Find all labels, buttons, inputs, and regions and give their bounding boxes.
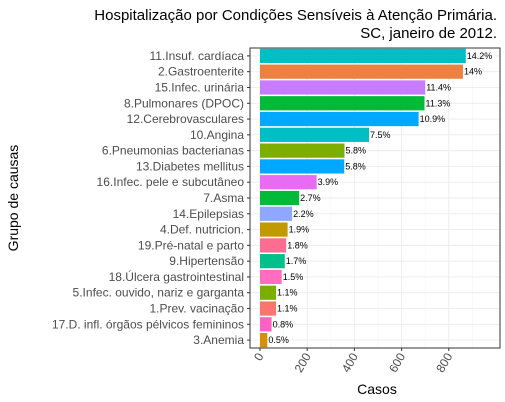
bar bbox=[260, 333, 268, 348]
data-label: 0.8% bbox=[273, 319, 294, 329]
bar bbox=[260, 175, 317, 190]
category-label: 8.Pulmonares (DPOC) bbox=[124, 96, 244, 110]
x-tick-label: 600 bbox=[386, 350, 408, 375]
category-label: 3.Anemia bbox=[193, 333, 244, 347]
bar bbox=[260, 285, 277, 300]
category-label: 15.Infec. urinária bbox=[155, 80, 245, 94]
x-axis-title: Casos bbox=[357, 381, 397, 397]
data-label: 14% bbox=[464, 67, 482, 77]
data-label: 1.9% bbox=[289, 225, 310, 235]
bar bbox=[260, 238, 287, 253]
data-label: 1.1% bbox=[277, 288, 298, 298]
data-label: 5.8% bbox=[345, 161, 366, 171]
plot-panel: 14.2% 11.Insuf. cardíaca 14% 2.Gastroenteri… bbox=[52, 47, 501, 375]
category-label: 5.Infec. ouvido, nariz e garganta bbox=[73, 286, 245, 300]
bar bbox=[260, 190, 300, 206]
data-label: 11.3% bbox=[425, 98, 450, 108]
bar bbox=[260, 48, 466, 63]
bar bbox=[260, 96, 425, 111]
data-label: 1.7% bbox=[286, 256, 307, 266]
category-label: 10.Angina bbox=[190, 128, 244, 142]
chart-title-line-1: Hospitalização por Condições Sensíveis à… bbox=[94, 7, 497, 24]
data-label: 0.5% bbox=[268, 335, 289, 345]
bar bbox=[260, 80, 426, 95]
category-label: 13.Diabetes mellitus bbox=[136, 159, 244, 173]
category-label: 18.Úlcera gastrointestinal bbox=[109, 269, 244, 284]
x-tick-label: 400 bbox=[339, 350, 361, 375]
data-label: 1.8% bbox=[287, 240, 308, 250]
y-axis-title: Grupo de causas bbox=[5, 145, 21, 252]
data-label: 3.9% bbox=[318, 177, 339, 187]
data-label: 1.5% bbox=[283, 272, 304, 282]
data-label: 11.4% bbox=[426, 82, 451, 92]
category-label: 11.Insuf. cardíaca bbox=[150, 49, 245, 63]
data-label: 1.1% bbox=[277, 304, 298, 314]
category-label: 2.Gastroenterite bbox=[158, 65, 244, 79]
x-tick-label: 800 bbox=[433, 350, 455, 375]
bar bbox=[260, 159, 345, 174]
bar bbox=[260, 143, 345, 158]
category-label: 9.Hipertensão bbox=[169, 254, 244, 268]
category-label: 7.Asma bbox=[203, 191, 244, 205]
x-tick-label: 0 bbox=[251, 350, 267, 363]
data-label: 10.9% bbox=[420, 114, 446, 124]
x-tick-label: 200 bbox=[292, 350, 314, 375]
category-label: 4.Def. nutricion. bbox=[160, 223, 244, 237]
category-label: 16.Infec. pele e subcutâneo bbox=[97, 175, 245, 189]
data-label: 2.7% bbox=[300, 193, 321, 203]
data-label: 5.8% bbox=[345, 146, 366, 156]
bar bbox=[260, 222, 288, 237]
category-label: 6.Pneumonias bacterianas bbox=[102, 144, 244, 158]
bar bbox=[260, 269, 282, 285]
panel-border bbox=[249, 47, 501, 349]
data-label: 14.2% bbox=[467, 51, 493, 61]
category-label: 1.Prev. vacinação bbox=[150, 302, 245, 316]
bar bbox=[260, 111, 419, 127]
category-label: 19.Pré-natal e parto bbox=[138, 238, 244, 252]
bar bbox=[260, 301, 277, 316]
category-label: 17.D. infl. órgãos pélvicos femininos bbox=[52, 317, 244, 331]
bar bbox=[260, 206, 293, 221]
data-label: 7.5% bbox=[370, 130, 391, 140]
category-label: 12.Cerebrovasculares bbox=[127, 112, 244, 126]
data-label: 2.2% bbox=[293, 209, 314, 219]
category-label: 14.Epilepsias bbox=[173, 207, 244, 221]
bar bbox=[260, 317, 272, 332]
chart-title-line-2: SC, janeiro de 2012. bbox=[360, 25, 497, 42]
bar bbox=[260, 254, 285, 269]
bar bbox=[260, 127, 370, 142]
bar bbox=[260, 64, 463, 79]
